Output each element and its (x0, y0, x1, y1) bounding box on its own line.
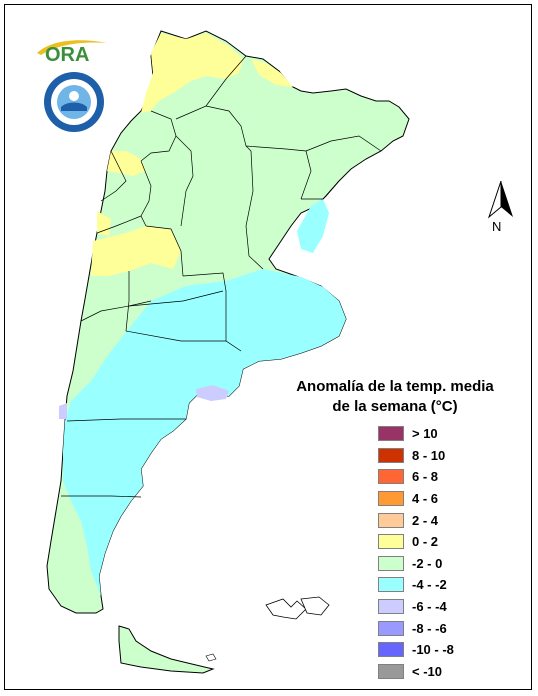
region-cool-patagonia (63, 269, 346, 596)
legend-label: 2 - 4 (412, 512, 439, 528)
region-warm-cuyo (97, 211, 111, 236)
smn-seal-logo (44, 72, 104, 132)
legend-label: 8 - 10 (412, 447, 446, 463)
legend-swatch (378, 447, 404, 463)
legend-item: 6 - 8 (378, 466, 454, 488)
legend-item: 4 - 6 (378, 488, 454, 510)
legend-swatch (378, 534, 404, 550)
legend-swatch (378, 620, 404, 636)
legend-title: Anomalía de la temp. media de la semana … (295, 377, 495, 417)
legend-item: -2 - 0 (378, 553, 454, 575)
north-arrow-icon (487, 180, 513, 219)
region-tierra-del-fuego (118, 625, 215, 674)
legend-item: -6 - -4 (378, 596, 454, 618)
legend-item: -8 - -6 (378, 617, 454, 639)
ora-logo: ORA (37, 40, 107, 66)
legend-swatch (378, 577, 404, 593)
legend-item: > 10 (378, 423, 454, 445)
legend-label: < -10 (412, 663, 442, 679)
legend-label: -2 - 0 (412, 555, 443, 571)
legend-label: > 10 (412, 426, 438, 442)
province-borders (61, 55, 382, 498)
legend-label: 4 - 6 (412, 491, 439, 507)
legend-label: 6 - 8 (412, 469, 439, 485)
legend-item: -10 - -8 (378, 639, 454, 661)
falkland-islands (265, 596, 330, 620)
legend-swatch (378, 491, 404, 507)
legend-swatch (378, 663, 404, 679)
legend-swatch (378, 512, 404, 528)
legend-item: 2 - 4 (378, 509, 454, 531)
legend-swatch (378, 599, 404, 615)
legend-swatch (378, 426, 404, 442)
legend-label: -4 - -2 (412, 577, 447, 593)
legend-label: -10 - -8 (412, 642, 454, 658)
region-cold-valdes (196, 385, 229, 401)
legend-item: -4 - -2 (378, 574, 454, 596)
small-islands (205, 653, 217, 662)
legend-item: 0 - 2 (378, 531, 454, 553)
map-frame: ORA N Anomalía de la temp. media de la s… (4, 4, 532, 690)
legend-title-line2: de la semana (°C) (332, 398, 458, 415)
region-warm-northeast (251, 59, 293, 87)
legend-swatch (378, 555, 404, 571)
legend-item: 8 - 10 (378, 445, 454, 467)
region-warm-andes (107, 151, 146, 176)
north-label: N (492, 219, 502, 234)
region-warm-center (91, 226, 181, 276)
legend-label: -8 - -6 (412, 620, 447, 636)
legend-title-line1: Anomalía de la temp. media (296, 378, 494, 395)
region-cool-east (297, 199, 329, 253)
region-cold-andes (59, 403, 67, 419)
argentina-map (46, 30, 410, 674)
legend-swatch (378, 642, 404, 658)
legend: > 10 8 - 10 6 - 8 4 - 6 2 - 4 0 - 2 -2 - 0 -4 -… (378, 423, 454, 682)
region-warm-north (141, 33, 243, 113)
legend-swatch (378, 469, 404, 485)
legend-item: < -10 (378, 661, 454, 683)
legend-label: 0 - 2 (412, 534, 439, 550)
ora-logo-text: ORA (45, 44, 89, 66)
legend-label: -6 - -4 (412, 599, 447, 615)
